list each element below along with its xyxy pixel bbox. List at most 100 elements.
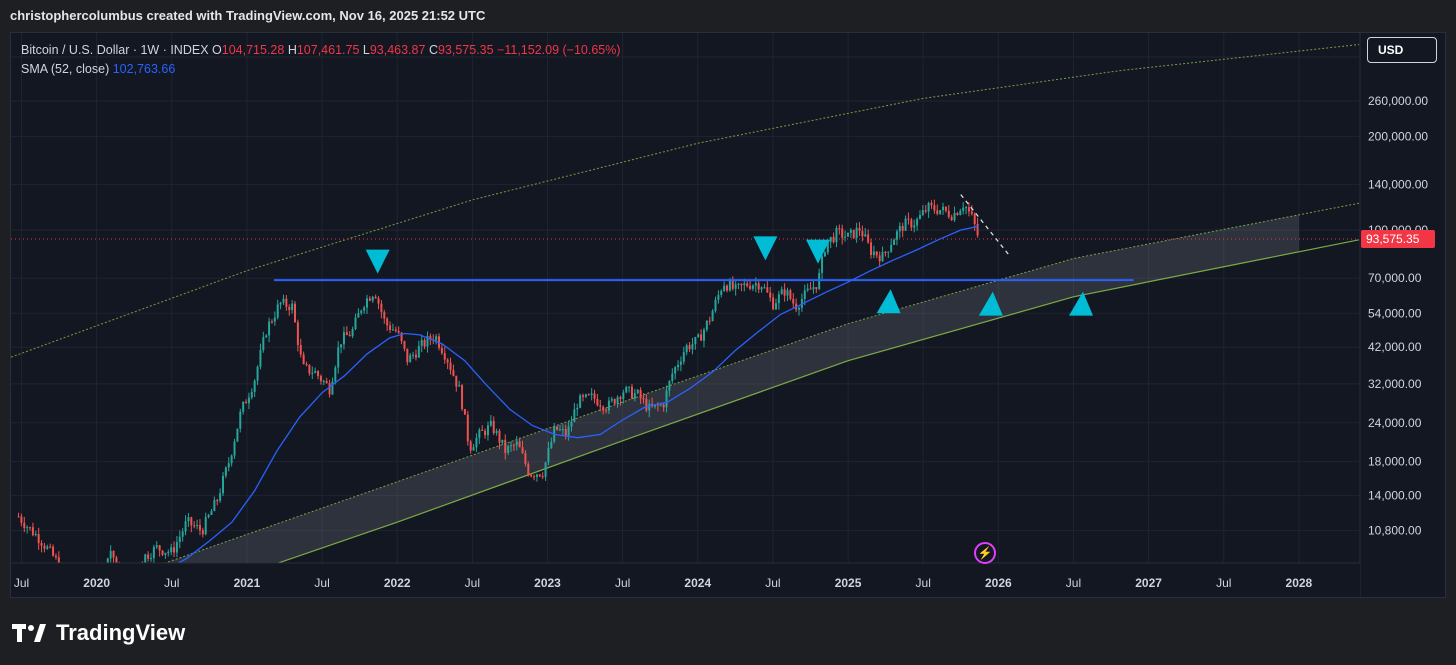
candle-body bbox=[674, 367, 677, 374]
footer-brand: TradingView bbox=[12, 618, 185, 648]
candle-body bbox=[54, 555, 57, 558]
candle-body bbox=[400, 332, 403, 342]
candle-body bbox=[518, 441, 521, 448]
candle-body bbox=[872, 251, 875, 255]
candle-body bbox=[688, 345, 691, 350]
candle-body bbox=[512, 445, 515, 447]
candle-body bbox=[547, 448, 550, 463]
candle-body bbox=[901, 225, 904, 231]
candle-body bbox=[449, 362, 452, 371]
lightning-icon[interactable]: ⚡ bbox=[974, 542, 996, 564]
candle-body bbox=[717, 294, 720, 300]
chart-legend: Bitcoin / U.S. Dollar · 1W · INDEX O104,… bbox=[21, 41, 621, 79]
candle-body bbox=[501, 439, 504, 443]
x-tick-label: Jul bbox=[465, 576, 480, 590]
candle-body bbox=[466, 414, 469, 442]
candle-body bbox=[573, 409, 576, 423]
candle-body bbox=[221, 475, 224, 494]
candle-body bbox=[815, 287, 818, 290]
candle-body bbox=[147, 554, 150, 559]
x-tick-label: 2025 bbox=[835, 576, 862, 590]
candle-body bbox=[921, 210, 924, 216]
candle-body bbox=[936, 210, 939, 214]
candle-body bbox=[841, 228, 844, 238]
time-axis[interactable] bbox=[11, 563, 1360, 597]
projection-line[interactable] bbox=[960, 194, 1011, 258]
candle-body bbox=[570, 422, 573, 427]
candle-body bbox=[216, 500, 219, 502]
candle-body bbox=[270, 321, 273, 323]
x-tick-label: Jul bbox=[164, 576, 179, 590]
candle-body bbox=[694, 337, 697, 345]
symbol-label[interactable]: Bitcoin / U.S. Dollar · 1W · INDEX bbox=[21, 43, 209, 57]
upper-channel-line[interactable] bbox=[11, 44, 1360, 358]
down-arrow-marker[interactable] bbox=[753, 236, 778, 261]
up-arrow-marker[interactable] bbox=[876, 289, 901, 314]
price-chart[interactable]: 360,000.00260,000.00200,000.00140,000.00… bbox=[11, 33, 1445, 597]
sma-line[interactable] bbox=[163, 225, 979, 572]
candle-body bbox=[636, 389, 639, 394]
candle-body bbox=[965, 207, 968, 209]
candle-body bbox=[49, 546, 52, 548]
candle-body bbox=[774, 303, 777, 310]
y-tick-label: 10,800.00 bbox=[1368, 524, 1422, 538]
candle-body bbox=[970, 211, 973, 214]
candle-body bbox=[852, 229, 855, 238]
candle-body bbox=[763, 287, 766, 289]
y-tick-label: 70,000.00 bbox=[1368, 271, 1422, 285]
candle-body bbox=[288, 306, 291, 311]
candle-body bbox=[149, 558, 152, 560]
sma-value: 102,763.66 bbox=[112, 62, 176, 76]
candle-body bbox=[829, 236, 832, 242]
down-arrow-marker[interactable] bbox=[365, 249, 390, 274]
up-arrow-marker[interactable] bbox=[1068, 291, 1093, 316]
candle-body bbox=[861, 230, 864, 237]
candle-body bbox=[458, 385, 461, 387]
candle-body bbox=[155, 545, 158, 548]
candle-body bbox=[245, 401, 248, 404]
candle-body bbox=[832, 236, 835, 243]
chart-panel[interactable]: Bitcoin / U.S. Dollar · 1W · INDEX O104,… bbox=[10, 32, 1446, 598]
candle-body bbox=[420, 340, 423, 346]
candle-body bbox=[184, 521, 187, 532]
candle-body bbox=[711, 310, 714, 322]
candle-body bbox=[440, 347, 443, 354]
price-axis[interactable] bbox=[1360, 33, 1445, 597]
candle-body bbox=[916, 218, 919, 226]
candle-body bbox=[348, 335, 351, 337]
candle-body bbox=[478, 429, 481, 438]
down-arrow-marker[interactable] bbox=[805, 239, 830, 264]
x-tick-label: Jul bbox=[615, 576, 630, 590]
x-tick-label: 2028 bbox=[1286, 576, 1313, 590]
candle-body bbox=[455, 375, 458, 387]
candle-body bbox=[377, 298, 380, 304]
candle-body bbox=[760, 287, 763, 290]
candle-body bbox=[366, 298, 369, 308]
candle-body bbox=[345, 332, 348, 336]
candle-body bbox=[417, 345, 420, 358]
y-tick-label: 140,000.00 bbox=[1368, 178, 1428, 192]
candle-body bbox=[849, 229, 852, 233]
currency-button[interactable]: USD bbox=[1367, 37, 1437, 63]
support-channel-upper-line[interactable] bbox=[141, 202, 1360, 572]
candle-body bbox=[587, 394, 590, 396]
candle-body bbox=[337, 347, 340, 368]
candle-body bbox=[881, 251, 884, 262]
candle-body bbox=[354, 317, 357, 330]
y-tick-label: 54,000.00 bbox=[1368, 306, 1422, 320]
candle-body bbox=[780, 289, 783, 295]
candle-body bbox=[498, 430, 501, 443]
sma-label[interactable]: SMA (52, close) bbox=[21, 62, 110, 76]
x-tick-label: 2021 bbox=[234, 576, 261, 590]
candle-body bbox=[489, 420, 492, 426]
up-arrow-marker[interactable] bbox=[978, 291, 1003, 316]
candle-body bbox=[607, 400, 610, 411]
candle-body bbox=[481, 429, 484, 431]
candle-body bbox=[213, 500, 216, 512]
candle-body bbox=[285, 298, 288, 307]
candle-body bbox=[492, 420, 495, 434]
support-channel-lower-line[interactable] bbox=[142, 239, 1360, 597]
attribution-text: christophercolumbus created with Trading… bbox=[10, 8, 486, 23]
candle-body bbox=[291, 303, 294, 311]
candle-body bbox=[530, 474, 533, 477]
